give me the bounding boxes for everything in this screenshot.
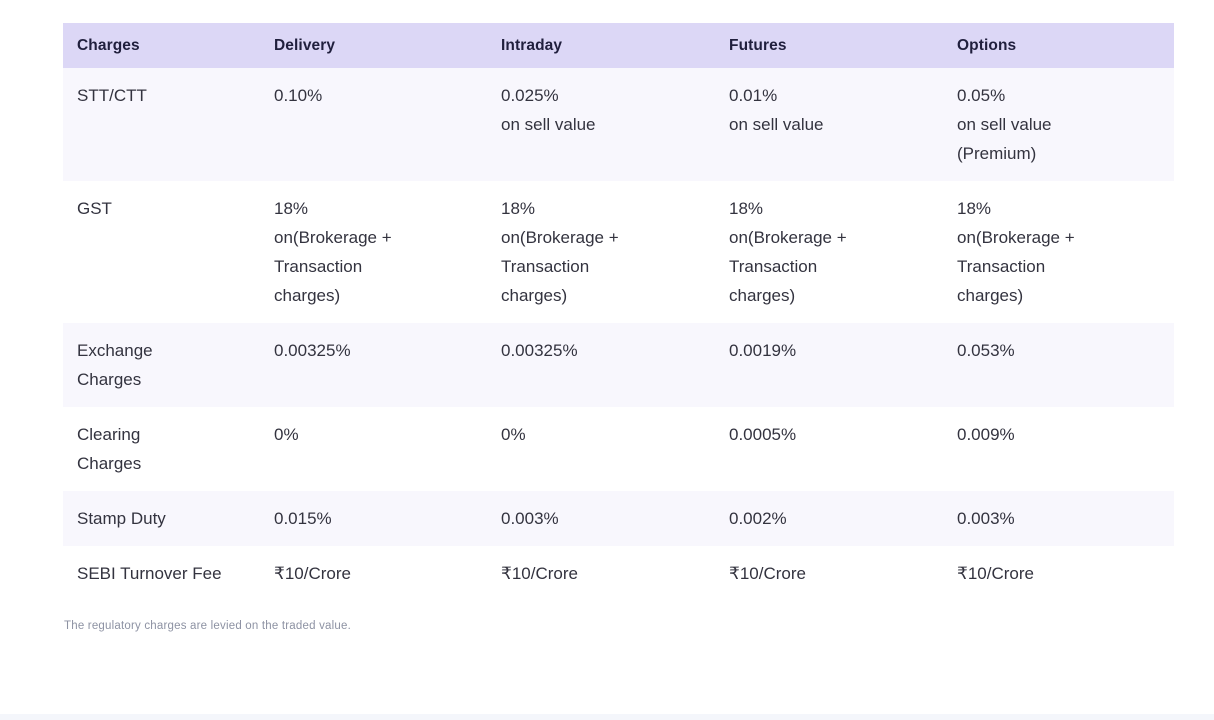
table-row-gst: GST 18% on(Brokerage + Transaction charg… [63, 181, 1174, 323]
table-cell: 0.003% [501, 509, 559, 528]
table-cell: ₹10/Crore [729, 564, 806, 583]
table-row-exchange-charges: Exchange Charges 0.00325% 0.00325% 0.001… [63, 323, 1174, 407]
bottom-section-divider [0, 714, 1214, 720]
table-cell: 0.003% [957, 509, 1015, 528]
table-cell: ₹10/Crore [274, 564, 351, 583]
table-cell: 0.015% [274, 509, 332, 528]
table-cell: 0.053% [957, 341, 1015, 360]
table-cell: 18% on(Brokerage + Transaction charges) [501, 199, 619, 305]
table-cell: ₹10/Crore [501, 564, 578, 583]
column-header-options: Options [943, 23, 1174, 68]
table-cell: 0.009% [957, 425, 1015, 444]
table-cell: 0.10% [274, 86, 323, 105]
table-cell: 18% on(Brokerage + Transaction charges) [957, 199, 1075, 305]
table-cell: 0.00325% [501, 341, 578, 360]
table-cell: 0.01% on sell value [729, 86, 824, 134]
table-cell: 0.05% on sell value (Premium) [957, 86, 1052, 163]
table-cell: 0.002% [729, 509, 787, 528]
table-cell: 0% [274, 425, 299, 444]
table-cell: 0% [501, 425, 526, 444]
column-header-charges: Charges [63, 23, 260, 68]
table-footnote: The regulatory charges are levied on the… [64, 620, 351, 632]
table-row-sebi-turnover-fee: SEBI Turnover Fee ₹10/Crore ₹10/Crore ₹1… [63, 546, 1174, 601]
table-cell: 0.00325% [274, 341, 351, 360]
column-header-delivery: Delivery [260, 23, 487, 68]
charges-table: Charges Delivery Intraday Futures Option… [63, 23, 1174, 601]
row-label: SEBI Turnover Fee [77, 564, 222, 583]
table-row-clearing-charges: Clearing Charges 0% 0% 0.0005% 0.009% [63, 407, 1174, 491]
column-header-intraday: Intraday [487, 23, 715, 68]
row-label: STT/CTT [77, 86, 147, 105]
column-header-futures: Futures [715, 23, 943, 68]
table-header-row: Charges Delivery Intraday Futures Option… [63, 23, 1174, 68]
charges-section: Charges Delivery Intraday Futures Option… [63, 23, 1174, 632]
row-label: Clearing Charges [77, 425, 142, 473]
table-cell: 0.025% on sell value [501, 86, 596, 134]
table-row-stt-ctt: STT/CTT 0.10% 0.025% on sell value 0.01%… [63, 68, 1174, 181]
row-label: Exchange Charges [77, 341, 153, 389]
table-row-stamp-duty: Stamp Duty 0.015% 0.003% 0.002% 0.003% [63, 491, 1174, 546]
table-cell: ₹10/Crore [957, 564, 1034, 583]
row-label: Stamp Duty [77, 509, 166, 528]
table-cell: 18% on(Brokerage + Transaction charges) [274, 199, 392, 305]
table-cell: 0.0005% [729, 425, 797, 444]
table-cell: 18% on(Brokerage + Transaction charges) [729, 199, 847, 305]
row-label: GST [77, 199, 112, 218]
table-cell: 0.0019% [729, 341, 797, 360]
